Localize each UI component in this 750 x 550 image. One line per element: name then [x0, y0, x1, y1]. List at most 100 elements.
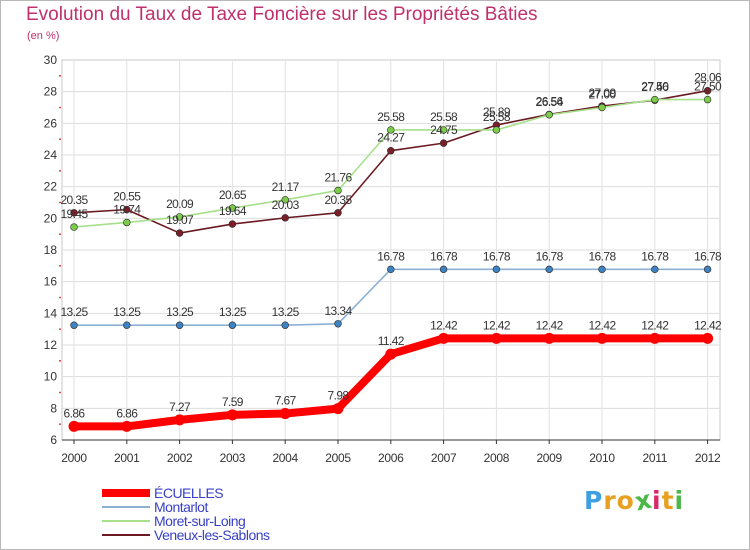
- data-label: 6.86: [116, 406, 138, 420]
- y-tick-label: 10: [44, 370, 58, 384]
- legend-swatch: [102, 489, 150, 497]
- x-tick-label: 2006: [378, 451, 404, 465]
- y-tick-label: 16: [44, 275, 58, 289]
- data-label: 19.64: [219, 204, 247, 218]
- y-unit-label: (en %): [27, 30, 60, 42]
- x-tick-label: 2009: [536, 451, 562, 465]
- data-point: [279, 408, 291, 420]
- data-point: [174, 414, 186, 426]
- data-label: 12.42: [430, 318, 458, 332]
- y-minor-tick: [59, 391, 61, 394]
- data-label: 12.42: [536, 318, 564, 332]
- data-label: 27.09: [588, 86, 616, 100]
- legend-label: Montarlot: [154, 499, 208, 515]
- data-point: [68, 420, 80, 432]
- data-point: [598, 265, 606, 274]
- data-point: [281, 196, 289, 204]
- data-label: 7.59: [222, 395, 244, 409]
- y-minor-tick: [59, 169, 61, 172]
- data-label: 24.27: [377, 131, 405, 145]
- y-minor-tick: [59, 201, 61, 204]
- logo-letter: o: [616, 486, 635, 515]
- logo-letter: i: [674, 486, 685, 515]
- data-label: 20.65: [219, 188, 247, 202]
- data-point: [387, 265, 395, 274]
- data-point: [334, 320, 342, 328]
- data-label-layer: 20.35 20.55 19.07 19.64 20.03 20.35 24.27 24.75…: [60, 71, 722, 421]
- y-tick-label: 22: [44, 180, 58, 194]
- data-label: 6.86: [64, 406, 86, 420]
- legend-swatch: [102, 506, 150, 508]
- data-label: 26.54: [536, 95, 564, 109]
- data-point: [121, 420, 133, 432]
- data-point: [543, 332, 555, 344]
- data-point: [228, 220, 237, 228]
- data-point: [545, 265, 553, 274]
- data-point: [651, 265, 659, 274]
- y-tick-label: 6: [50, 433, 57, 447]
- data-label: 27.00: [588, 88, 616, 102]
- x-tick-label: 2002: [167, 451, 193, 465]
- axis-layer: 6 8 10 12 14 16 18 20 22 24 26 28 30 2000 2001 2002 2003…: [44, 53, 722, 465]
- y-minor-tick: [59, 359, 61, 362]
- legend-label: Veneux-les-Sablons: [154, 527, 270, 543]
- data-point: [281, 321, 289, 329]
- y-minor-tick: [59, 296, 61, 299]
- data-label: 25.89: [483, 105, 511, 119]
- x-tick-label: 2005: [325, 451, 351, 465]
- y-tick-label: 8: [50, 401, 57, 415]
- legend-item: Montarlot: [102, 499, 362, 515]
- x-tick-label: 2001: [114, 451, 140, 465]
- data-label: 13.25: [113, 305, 141, 319]
- y-minor-tick: [59, 423, 61, 426]
- logo-letter: t: [661, 486, 675, 515]
- data-label: 16.78: [483, 249, 511, 263]
- data-point: [332, 403, 344, 415]
- legend-item: Moret-sur-Loing: [102, 513, 362, 529]
- data-label: 16.78: [377, 249, 405, 263]
- data-point: [703, 265, 712, 274]
- data-point: [438, 332, 450, 344]
- data-point: [228, 204, 237, 212]
- series-layer: [68, 87, 714, 432]
- y-tick-label: 26: [44, 116, 58, 130]
- logo-letter: i: [652, 486, 662, 515]
- data-label: 16.78: [641, 249, 669, 263]
- grid-layer: [61, 59, 721, 441]
- data-point: [175, 213, 184, 221]
- logo-letter: P: [584, 486, 604, 515]
- data-label: 27.50: [641, 80, 669, 94]
- data-label: 24.75: [430, 123, 458, 137]
- data-point: [439, 139, 448, 147]
- legend-swatch: [102, 534, 150, 536]
- data-point: [387, 147, 395, 155]
- data-point: [596, 332, 608, 344]
- legend-swatch: [102, 520, 150, 522]
- data-point: [387, 126, 395, 134]
- data-label: 13.25: [219, 305, 247, 319]
- data-point: [175, 229, 184, 237]
- chart-title: Evolution du Taux de Taxe Foncière sur l…: [26, 4, 538, 25]
- data-label: 19.07: [166, 213, 194, 227]
- data-label: 21.76: [324, 170, 352, 184]
- y-minor-tick: [59, 74, 61, 77]
- x-tick-label: 2010: [589, 451, 615, 465]
- data-point: [334, 186, 342, 195]
- data-label: 27.46: [641, 80, 669, 94]
- data-point: [70, 209, 78, 217]
- x-tick-label: 2007: [431, 451, 457, 465]
- data-label: 19.45: [60, 207, 88, 221]
- data-point: [439, 265, 448, 274]
- y-minor-tick: [59, 264, 61, 267]
- x-tick-label: 2003: [220, 451, 246, 465]
- data-label: 20.35: [60, 193, 88, 207]
- data-label: 12.42: [483, 318, 511, 332]
- data-point: [123, 321, 131, 329]
- data-label: 12.42: [588, 318, 616, 332]
- data-point: [651, 95, 659, 104]
- data-label: 16.78: [430, 249, 458, 263]
- data-point: [545, 111, 553, 119]
- data-label: 27.50: [694, 80, 722, 94]
- data-label: 20.35: [324, 193, 352, 207]
